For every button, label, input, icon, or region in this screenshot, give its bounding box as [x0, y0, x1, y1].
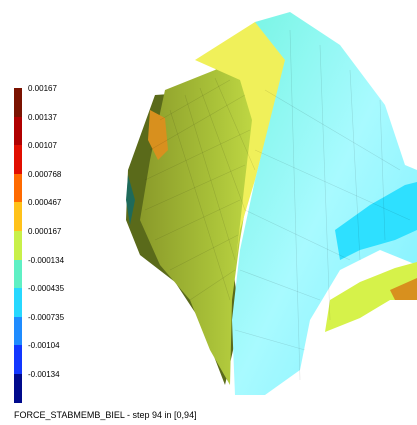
- mesh-orange-patch: [148, 110, 168, 160]
- legend-tick-label: 0.00137: [28, 112, 57, 122]
- legend-tick-label: -0.00134: [28, 370, 60, 379]
- legend-swatch: [14, 231, 22, 260]
- legend-swatch: [14, 288, 22, 317]
- legend-swatch: [14, 145, 22, 174]
- mesh-lower-right-region: [325, 262, 417, 332]
- legend-swatch: [14, 202, 22, 231]
- mesh-cyan-region: [232, 12, 417, 395]
- legend-swatch: [14, 173, 22, 203]
- legend-swatch: [14, 374, 22, 403]
- color-legend: 0.00167 0.00137 0.00107 0.000768 0.000467 0.0…: [14, 84, 124, 408]
- mesh-teal-edge: [126, 175, 135, 225]
- legend-tick-label: -0.00104: [28, 341, 60, 351]
- legend-tick-label: 0.000768: [28, 169, 62, 179]
- legend-tick-label: -0.000735: [28, 312, 65, 322]
- legend-tick-label: -0.000134: [28, 255, 65, 265]
- legend-swatch: [14, 316, 22, 346]
- legend-swatch: [14, 345, 22, 374]
- result-caption: FORCE_STABMEMB_BIEL - step 94 in [0,94]: [14, 410, 197, 420]
- mesh-facet-lines: [144, 29, 411, 381]
- mesh-front-region: [140, 40, 270, 385]
- legend-tick-label: 0.00167: [28, 84, 57, 93]
- legend-tick-label: 0.000167: [28, 227, 62, 236]
- legend-swatch: [14, 116, 22, 146]
- legend-tick-label: 0.000467: [28, 198, 62, 208]
- fem-mesh-model: [126, 12, 417, 395]
- legend-swatch: [14, 259, 22, 289]
- mesh-yellow-band: [195, 18, 288, 260]
- legend-tick-label: -0.000435: [28, 284, 65, 294]
- legend-tick-label: 0.00107: [28, 141, 57, 151]
- mesh-orange-edge: [390, 278, 417, 300]
- legend-swatch: [14, 88, 22, 117]
- mesh-deep-cyan-band: [335, 182, 417, 260]
